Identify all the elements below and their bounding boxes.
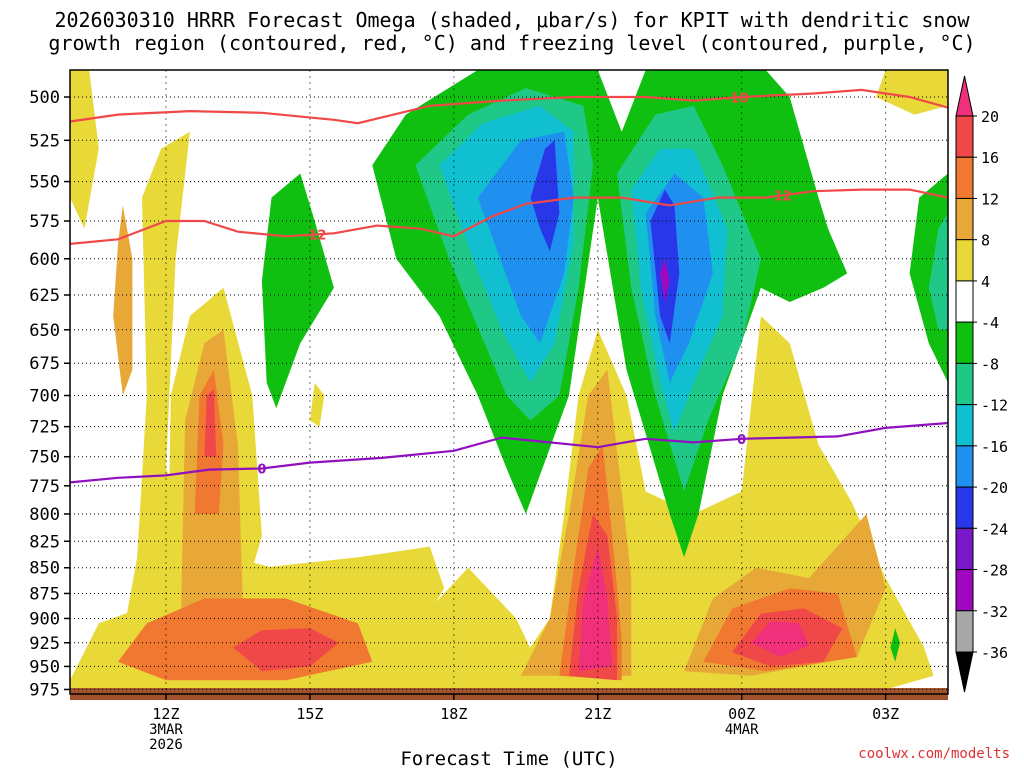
colorbar-bottom-arrow: [955, 651, 974, 693]
y-tick-label-650: 650: [29, 321, 60, 341]
colorbar-label-13: -36: [981, 644, 1008, 662]
dgz-contour-minus12-label-0: -12: [303, 228, 327, 243]
colorbar-label-7: -12: [981, 397, 1008, 415]
omega-region-center-magenta: [578, 546, 613, 672]
omega-region-green-far-right: [909, 173, 948, 383]
dgz-contour-minus18: [70, 88, 948, 125]
freezing-level-contour: [70, 421, 948, 484]
x-tick-label-15Z: 15Z: [296, 705, 323, 723]
x-tick-label-00Z: 00Z: [728, 705, 755, 723]
x-axis-label: Forecast Time (UTC): [400, 748, 617, 768]
colorbar-label-9: -20: [981, 479, 1008, 497]
y-tick-label-800: 800: [29, 505, 60, 525]
omega-region-right-low-magenta: [751, 621, 809, 657]
y-tick-label-750: 750: [29, 448, 60, 468]
chart-title-line-2: growth region (contoured, red, °C) and f…: [48, 31, 976, 55]
y-tick-label-575: 575: [29, 212, 60, 232]
y-tick-label-500: 500: [29, 88, 60, 108]
colorbar-bin-9: [955, 486, 974, 529]
colorbar-label-1: 16: [981, 149, 999, 167]
colorbar-top-arrow: [955, 75, 974, 117]
chart-title-line-1: 2026030310 HRRR Forecast Omega (shaded, …: [54, 8, 970, 32]
omega-region-purple-right: [660, 258, 670, 302]
colorbar-bin-11: [955, 569, 974, 612]
colorbar-label-8: -16: [981, 438, 1008, 456]
colorbar-bin-3: [955, 239, 974, 282]
colorbar-bin-8: [955, 445, 974, 488]
x-tick-sublabel2-12Z: 2026: [149, 737, 183, 753]
y-tick-label-825: 825: [29, 532, 60, 552]
colorbar-bin-10: [955, 527, 974, 571]
y-tick-label-775: 775: [29, 477, 60, 497]
colorbar-bin-12: [955, 610, 974, 653]
colorbar-bin-4: [955, 280, 974, 323]
colorbar-bin-6: [955, 362, 974, 406]
ground-strip-base: [70, 688, 948, 694]
omega-region-teal-far-right: [928, 213, 948, 330]
y-tick-label-725: 725: [29, 418, 60, 438]
colorbar-label-11: -28: [981, 562, 1008, 580]
colorbar-bin-5: [955, 321, 974, 364]
y-tick-label-600: 600: [29, 250, 60, 270]
y-tick-label-625: 625: [29, 286, 60, 306]
y-tick-label-875: 875: [29, 584, 60, 604]
y-tick-label-925: 925: [29, 634, 60, 654]
omega-region-green-small-03z: [890, 628, 900, 662]
omega-region-low-left-red: [233, 628, 339, 672]
colorbar-label-3: 8: [981, 232, 990, 250]
colorbar-label-10: -24: [981, 520, 1008, 538]
y-tick-label-975: 975: [29, 680, 60, 700]
y-tick-label-675: 675: [29, 354, 60, 374]
freezing-level-contour-label-0: 0: [257, 462, 266, 477]
omega-region-top-left-yellow: [70, 70, 99, 229]
dgz-contour-minus12-label-1: -12: [768, 190, 792, 205]
omega-region-tower-12z-red: [204, 389, 217, 457]
colorbar-bin-2: [955, 197, 974, 241]
y-tick-label-900: 900: [29, 609, 60, 629]
omega-region-upper-left-gold: [113, 205, 133, 396]
colorbar-bin-0: [955, 115, 974, 158]
x-tick-sublabel1-00Z: 4MAR: [725, 722, 759, 738]
y-tick-label-525: 525: [29, 131, 60, 151]
colorbar-label-12: -32: [981, 603, 1008, 621]
x-tick-label-21Z: 21Z: [584, 705, 611, 723]
omega-region-green-left: [261, 173, 334, 409]
ground-strip: [70, 694, 948, 700]
colorbar-label-6: -8: [981, 355, 999, 373]
y-tick-label-700: 700: [29, 387, 60, 407]
freezing-level-contour-label-1: 0: [737, 433, 746, 448]
colorbar-bin-7: [955, 404, 974, 447]
y-tick-label-850: 850: [29, 559, 60, 579]
colorbar-label-0: 20: [981, 108, 999, 126]
omega-region-yellow-small-15z: [309, 382, 325, 427]
y-tick-label-550: 550: [29, 173, 60, 193]
plot-frame: [69, 69, 949, 695]
x-tick-sublabel1-12Z: 3MAR: [149, 722, 183, 738]
dgz-contour-minus18-label-0: -18: [725, 91, 749, 106]
colorbar-bin-1: [955, 156, 974, 199]
x-tick-label-18Z: 18Z: [440, 705, 467, 723]
dgz-contour-minus12: [70, 188, 948, 245]
x-tick-label-03Z: 03Z: [872, 705, 899, 723]
colorbar-label-5: -4: [981, 314, 999, 332]
omega-fill-layer: [70, 70, 948, 693]
colorbar-label-4: 4: [981, 273, 990, 291]
omega-region-darkblue-left: [530, 140, 560, 252]
credit-label[interactable]: coolwx.com/modelts: [858, 746, 1010, 762]
y-tick-label-950: 950: [29, 657, 60, 677]
colorbar-label-2: 12: [981, 190, 999, 208]
x-tick-label-12Z: 12Z: [152, 705, 179, 723]
